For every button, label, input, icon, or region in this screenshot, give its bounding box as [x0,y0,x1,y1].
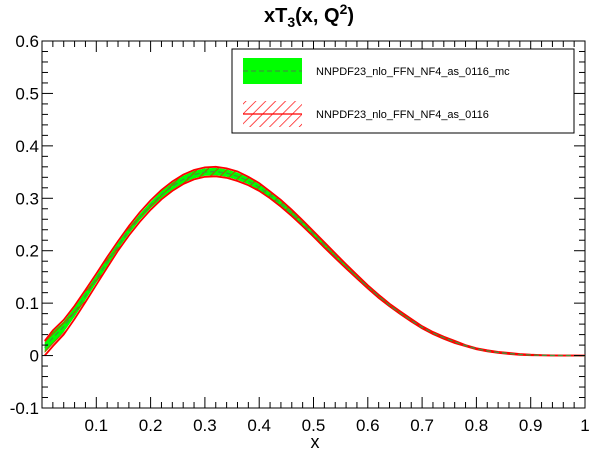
y-tick-label: 0.2 [15,242,39,261]
series-red-upper-edge [43,165,585,357]
x-tick-label: 0.6 [356,416,380,435]
x-axis-label: x [311,432,320,452]
y-tick-label: 0.4 [15,137,39,156]
y-tick-label: 0 [30,347,39,366]
x-tick-label: 1 [580,416,589,435]
series-mc-band [44,167,585,356]
legend-label-red: NNPDF23_nlo_FFN_NF4_as_0116 [316,109,489,121]
legend: NNPDF23_nlo_FFN_NF4_as_0116_mc NNPDF23_n… [231,48,575,134]
x-tick-label: 0.2 [139,416,163,435]
x-tick-label: 0.7 [410,416,434,435]
x-tick-label: 0.3 [193,416,217,435]
x-tick-label: 0.9 [519,416,543,435]
y-tick-label: 0.1 [15,294,39,313]
legend-label-mc: NNPDF23_nlo_FFN_NF4_as_0116_mc [316,66,510,78]
y-tick-label: 0.6 [15,32,39,51]
plot-area [43,165,585,357]
x-tick-label: 0.1 [84,416,108,435]
chart-title: xT3(x, Q2) [264,1,354,30]
series-red-band [44,166,585,356]
y-tick-label: 0.5 [15,84,39,103]
y-tick-label: 0.3 [15,189,39,208]
chart-title-rest: (x, Q [295,5,339,27]
y-tick-label: -0.1 [10,399,39,418]
series-red-lower-edge [44,175,585,357]
x-tick-label: 0.8 [465,416,489,435]
chart-title-end: ) [347,5,354,27]
chart-title-sup: 2 [340,1,348,17]
x-tick-label: 0.4 [247,416,271,435]
series-mc-central-line [44,170,585,357]
chart-title-sub: 3 [287,14,295,30]
x-tick-label: 0.5 [302,416,326,435]
y-axis: -0.1 0 0.1 0.2 0.3 0.4 0.5 0.6 [10,32,585,418]
x-axis: 0.1 0.2 0.3 0.4 0.5 0.6 0.7 0.8 0.9 1 [41,41,590,435]
